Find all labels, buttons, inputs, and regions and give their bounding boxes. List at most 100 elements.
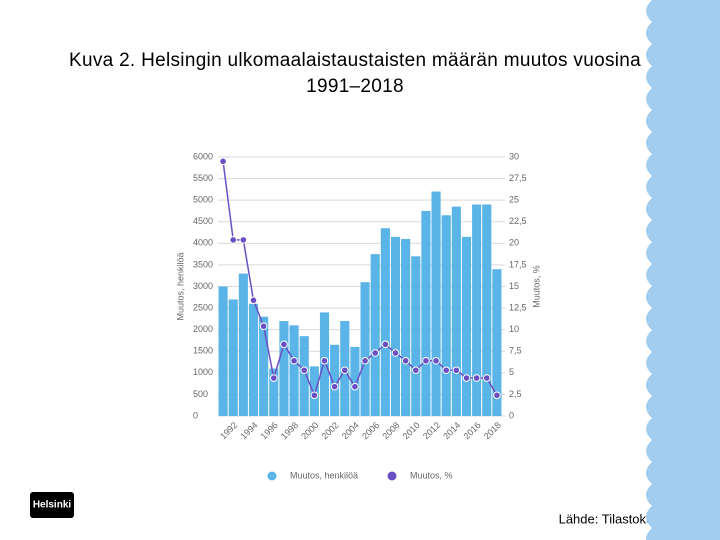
line-point: [290, 356, 298, 365]
y-tick-label: 3000: [193, 281, 213, 291]
line-point: [381, 340, 390, 349]
y2-tick-label: 27,5: [509, 173, 527, 183]
logo: Helsinki: [33, 500, 72, 511]
bar: [472, 204, 482, 416]
x-tick-label: 2004: [340, 420, 361, 441]
legend-swatch: [267, 471, 277, 481]
y-tick-label: 2000: [193, 324, 213, 334]
line-point: [340, 366, 349, 375]
decor-strip: [646, 0, 720, 540]
line-point: [219, 157, 227, 166]
y-tick-label: 3500: [193, 259, 213, 269]
line-point: [493, 391, 501, 400]
logo-box: [30, 492, 74, 518]
y2-tick-label: 17,5: [509, 259, 527, 269]
line: [222, 161, 498, 398]
y-tick-label: 1500: [193, 346, 213, 356]
legend-label: Muutos, henkilöä: [290, 470, 358, 480]
x-tick-label: 2000: [299, 420, 320, 441]
x-tick-label: 2014: [441, 420, 462, 441]
bar: [370, 254, 380, 416]
bar: [350, 346, 360, 416]
legend-label: Muutos, %: [410, 470, 453, 480]
line-point: [442, 366, 451, 375]
bar: [228, 299, 238, 416]
x-tick-label: 2010: [401, 420, 422, 441]
x-tick-label: 2002: [320, 420, 341, 441]
y-tick-label: 5000: [193, 195, 213, 205]
bar: [248, 303, 259, 416]
y2-tick-label: 12,5: [509, 302, 527, 312]
line-point: [391, 349, 400, 357]
bar: [492, 269, 502, 416]
bar: [441, 215, 451, 416]
x-tick-label: 2006: [360, 420, 381, 441]
bar: [431, 191, 441, 416]
y2-tick-label: 10: [509, 324, 519, 334]
y2-tick-label: 22,5: [509, 216, 527, 226]
y-tick-label: 4000: [193, 238, 213, 248]
line-point: [249, 296, 258, 305]
line-point: [280, 340, 288, 349]
y2-tick-label: 25: [509, 195, 519, 205]
y-tick-label: 4500: [193, 216, 213, 226]
y-tick-label: 1000: [193, 367, 213, 377]
line-point: [422, 356, 430, 365]
line-point: [239, 236, 248, 244]
y2-tick-label: 0: [509, 410, 514, 420]
y2-axis-label: Muutos, %: [531, 265, 541, 308]
y2-tick-label: 7,5: [509, 346, 522, 356]
bar: [309, 366, 319, 416]
line-point: [269, 374, 278, 382]
x-tick-label: 1996: [259, 420, 280, 441]
line-point: [300, 366, 309, 375]
y-axis-label: Muutos, henkilöä: [175, 252, 185, 320]
bar: [411, 256, 421, 416]
line-point: [320, 356, 329, 365]
y-tick-label: 5500: [193, 173, 213, 183]
bar: [390, 236, 401, 416]
line-point: [452, 366, 461, 375]
bar: [330, 344, 340, 416]
x-tick-label: 1998: [279, 420, 300, 441]
bar: [299, 336, 309, 416]
y2-tick-label: 15: [509, 281, 519, 291]
y2-tick-label: 2,5: [509, 389, 522, 399]
bar: [401, 239, 411, 416]
line-point: [472, 374, 481, 382]
y-tick-label: 2500: [193, 302, 213, 312]
bar: [238, 273, 248, 416]
x-tick-label: 2016: [462, 420, 483, 441]
y2-tick-label: 20: [509, 238, 519, 248]
chart-title: Kuva 2. Helsingin ulkomaalaistaustaisten…: [68, 50, 641, 97]
bar: [259, 316, 269, 416]
line-point: [310, 391, 319, 400]
line-point: [371, 349, 380, 357]
x-tick-label: 1992: [218, 420, 239, 441]
bar: [380, 228, 390, 416]
x-tick-label: 2008: [380, 420, 401, 441]
line-point: [432, 356, 440, 365]
y-tick-label: 500: [193, 389, 208, 399]
line-point: [361, 356, 369, 365]
bar: [451, 206, 461, 416]
bar: [218, 286, 228, 416]
x-tick-label: 2018: [482, 420, 503, 441]
y2-tick-label: 30: [509, 151, 519, 161]
bar: [461, 236, 472, 416]
bar: [360, 282, 370, 416]
line-point: [330, 382, 339, 391]
line-point: [411, 366, 420, 375]
line-point: [482, 374, 491, 382]
bar: [269, 368, 279, 416]
y2-tick-label: 5: [509, 367, 514, 377]
bar: [279, 321, 289, 416]
line-point: [462, 374, 471, 382]
line-point: [401, 356, 410, 365]
y-tick-label: 0: [193, 410, 198, 420]
line-point: [259, 322, 268, 331]
line-point: [229, 236, 238, 244]
y-tick-label: 6000: [193, 151, 213, 161]
